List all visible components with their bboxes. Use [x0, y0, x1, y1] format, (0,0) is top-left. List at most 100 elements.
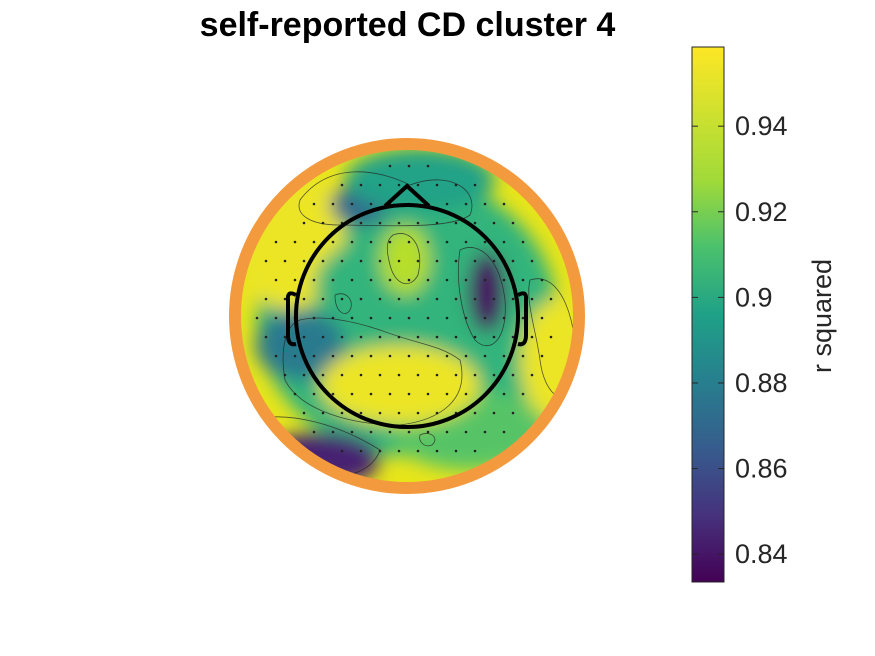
electrode-dot: [445, 240, 449, 244]
electrode-dot: [340, 259, 344, 263]
electrode-dot: [549, 335, 553, 339]
electrode-dot: [378, 297, 382, 301]
electrode-dot: [340, 183, 344, 187]
electrode-dot: [302, 373, 306, 377]
contour-line: [457, 247, 506, 346]
electrode-dot: [511, 411, 515, 415]
electrode-dot: [473, 297, 477, 301]
electrode-dot: [416, 297, 420, 301]
electrode-dot: [397, 183, 401, 187]
electrode-dot: [464, 392, 468, 396]
electrode-dot: [378, 373, 382, 377]
electrode-dot: [416, 335, 420, 339]
electrode-dot: [426, 392, 430, 396]
electrode-dot: [283, 297, 287, 301]
electrode-dot: [388, 278, 392, 282]
electrode-dot: [312, 392, 316, 396]
electrode-dot: [302, 259, 306, 263]
electrode-dot: [359, 411, 363, 415]
electrode-dot: [416, 373, 420, 377]
electrode-dot: [416, 411, 420, 415]
electrode-dot: [511, 297, 515, 301]
colorbar-tick-label: 0.88: [735, 368, 788, 398]
electrode-dot: [435, 221, 439, 225]
electrode-dot: [331, 392, 335, 396]
electrode-dot: [492, 411, 496, 415]
contour-line: [386, 233, 421, 285]
electrode-dot: [521, 240, 525, 244]
electrode-dot: [359, 259, 363, 263]
electrode-dot: [350, 354, 354, 358]
electrode-dot: [464, 354, 468, 358]
electrode-dot: [435, 297, 439, 301]
electrode-dot: [283, 259, 287, 263]
map-region-posterior: [320, 345, 480, 425]
right-ear-icon: [517, 291, 529, 347]
electrode-dot: [378, 411, 382, 415]
map-region-right-temporal: [469, 252, 505, 332]
electrode-dot: [473, 411, 477, 415]
electrode-dot: [416, 449, 420, 453]
electrode-dot: [331, 240, 335, 244]
electrode-dot: [350, 316, 354, 320]
electrode-dot: [388, 240, 392, 244]
electrode-dot: [492, 373, 496, 377]
electrode-dot: [426, 164, 430, 168]
electrode-dot: [445, 392, 449, 396]
electrode-dot: [483, 430, 487, 434]
electrode-dot: [331, 202, 335, 206]
electrode-dot: [369, 278, 373, 282]
electrode-dot: [454, 221, 458, 225]
colorbar-tick-label: 0.92: [735, 197, 788, 227]
electrode-dot: [312, 278, 316, 282]
electrode-dot: [369, 392, 373, 396]
electrode-dot: [473, 259, 477, 263]
electrode-dot: [454, 335, 458, 339]
electrode-dot: [388, 354, 392, 358]
electrode-dot: [540, 278, 544, 282]
electrode-dot: [492, 259, 496, 263]
electrode-dot: [340, 373, 344, 377]
electrode-dot: [312, 240, 316, 244]
electrode-dot: [521, 316, 525, 320]
electrode-dot: [435, 335, 439, 339]
contour-line: [334, 293, 352, 314]
electrode-dot: [435, 411, 439, 415]
electrode-dot: [321, 221, 325, 225]
electrode-dot: [416, 221, 420, 225]
electrode-dot: [359, 449, 363, 453]
electrode-dot: [293, 392, 297, 396]
electrode-dot: [426, 316, 430, 320]
electrode-dot: [407, 316, 411, 320]
electrode-dot: [483, 240, 487, 244]
colorbar-tick-label: 0.9: [735, 282, 773, 312]
left-ear-icon: [285, 291, 297, 347]
electrode-dot: [302, 297, 306, 301]
electrode-dot: [369, 316, 373, 320]
electrode-dot: [331, 278, 335, 282]
electrode-dot: [445, 278, 449, 282]
electrode-dot: [464, 240, 468, 244]
electrode-dot: [321, 259, 325, 263]
electrode-dot: [331, 354, 335, 358]
electrode-dot: [359, 183, 363, 187]
colorbar: 0.84 0.86 0.88 0.9 0.92 0.94 r squared: [691, 46, 837, 583]
electrode-dot: [483, 354, 487, 358]
electrode-dot: [359, 335, 363, 339]
electrode-dot: [397, 411, 401, 415]
electrode-dot: [530, 259, 534, 263]
electrode-dot: [274, 240, 278, 244]
electrode-dot: [492, 297, 496, 301]
electrode-dot: [388, 430, 392, 434]
electrode-dot: [321, 335, 325, 339]
electrode-dot: [540, 316, 544, 320]
contour-line: [298, 171, 473, 227]
electrode-dot: [264, 259, 268, 263]
electrode-dot: [435, 183, 439, 187]
electrode-dot: [331, 316, 335, 320]
electrode-dot: [530, 335, 534, 339]
electrode-dot: [350, 392, 354, 396]
electrode-dot: [312, 202, 316, 206]
electrode-dot: [397, 373, 401, 377]
electrode-dot: [540, 354, 544, 358]
